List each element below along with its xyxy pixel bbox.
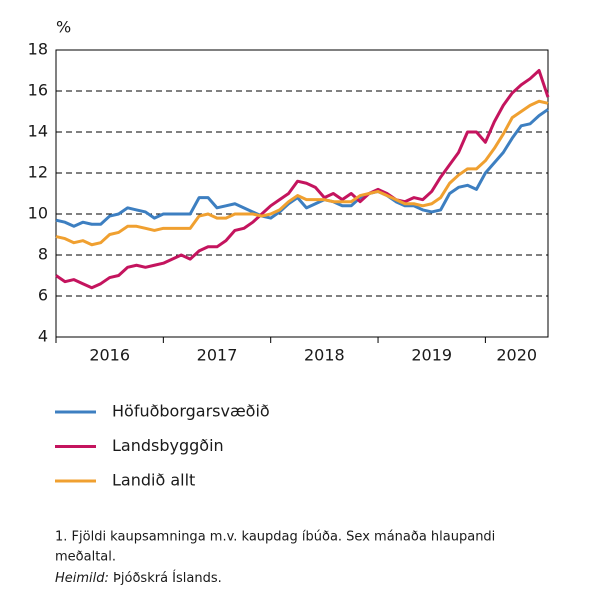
x-tick-label: 2020 xyxy=(496,346,537,365)
legend-label: Höfuðborgarsvæðið xyxy=(112,402,270,421)
y-tick-label: 6 xyxy=(38,286,48,305)
y-tick-label: 10 xyxy=(28,204,48,223)
y-tick-label: 12 xyxy=(28,163,48,182)
x-tick-label: 2017 xyxy=(197,346,238,365)
plot-frame xyxy=(55,49,549,338)
source-label: Heimild: xyxy=(55,571,109,586)
x-tick-label: 2019 xyxy=(411,346,452,365)
x-tick-label: 2018 xyxy=(304,346,345,365)
legend-label: Landsbyggðin xyxy=(112,436,224,455)
note: 1. Fjöldi kaupsamninga m.v. kaupdag íbúð… xyxy=(55,530,495,545)
x-tick-label: 2016 xyxy=(89,346,130,365)
legend-label: Landið allt xyxy=(112,471,195,490)
source: Heimild: Þjóðskrá Íslands. xyxy=(55,570,222,586)
y-tick-label: 18 xyxy=(28,40,48,59)
y-tick-label: 8 xyxy=(38,245,48,264)
series-line xyxy=(55,99,549,247)
series-line xyxy=(55,108,549,228)
source-text: Þjóðskrá Íslands. xyxy=(113,570,222,586)
y-tick-label: 4 xyxy=(38,327,48,346)
series-line xyxy=(55,69,550,290)
y-unit: % xyxy=(56,18,71,37)
y-tick-label: 14 xyxy=(28,122,48,141)
y-tick-label: 16 xyxy=(28,81,48,100)
note: meðaltal. xyxy=(55,550,116,565)
